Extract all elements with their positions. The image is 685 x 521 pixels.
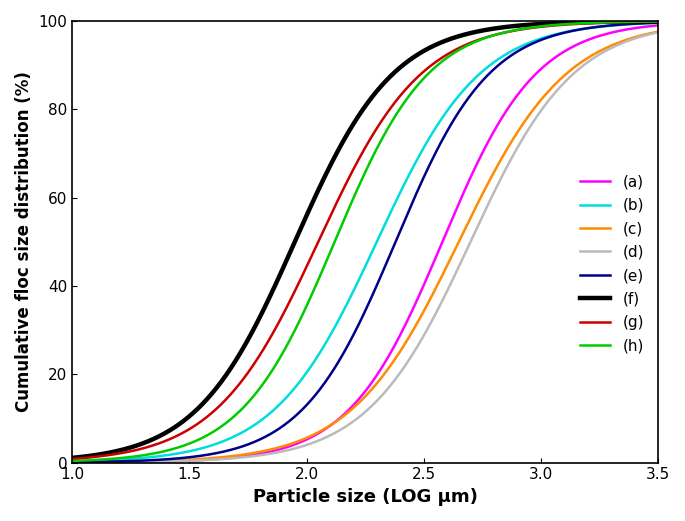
- (e): [68, 459, 77, 465]
- (b): [525, 40, 533, 46]
- (d): [536, 109, 544, 116]
- (d): [525, 126, 533, 132]
- (h): [525, 24, 533, 31]
- (d): [128, 459, 136, 465]
- (b): [326, 332, 334, 339]
- (d): [305, 441, 313, 447]
- (g): [305, 258, 313, 265]
- (c): [653, 29, 662, 35]
- (a): [653, 22, 662, 29]
- (e): [471, 87, 479, 93]
- (g): [128, 448, 136, 454]
- (e): [326, 371, 334, 378]
- (c): [68, 459, 77, 465]
- (d): [326, 432, 334, 439]
- (e): [305, 399, 313, 405]
- (d): [471, 230, 479, 237]
- (f): [68, 455, 77, 461]
- (f): [653, 18, 662, 24]
- (c): [305, 433, 313, 440]
- (b): [128, 456, 136, 462]
- (b): [471, 76, 479, 82]
- Line: (d): (d): [73, 32, 658, 463]
- (c): [128, 458, 136, 465]
- (c): [525, 113, 533, 119]
- (g): [653, 18, 662, 24]
- (c): [326, 423, 334, 429]
- (a): [68, 460, 77, 466]
- Line: (b): (b): [73, 23, 658, 462]
- (c): [536, 98, 544, 105]
- (a): [525, 78, 533, 84]
- (e): [653, 19, 662, 26]
- (b): [536, 36, 544, 42]
- Y-axis label: Cumulative floc size distribution (%): Cumulative floc size distribution (%): [15, 71, 33, 412]
- (g): [525, 25, 533, 31]
- (g): [68, 456, 77, 462]
- Line: (f): (f): [73, 21, 658, 458]
- (f): [471, 29, 479, 35]
- (f): [525, 22, 533, 28]
- X-axis label: Particle size (LOG μm): Particle size (LOG μm): [253, 488, 477, 506]
- (d): [653, 29, 662, 35]
- Line: (e): (e): [73, 22, 658, 462]
- (b): [305, 366, 313, 372]
- (c): [471, 207, 479, 213]
- (f): [128, 444, 136, 450]
- (g): [471, 38, 479, 44]
- (a): [326, 423, 334, 429]
- (a): [536, 67, 544, 73]
- (a): [471, 166, 479, 172]
- (h): [326, 249, 334, 255]
- (b): [68, 458, 77, 465]
- (e): [536, 38, 544, 44]
- (g): [536, 24, 544, 30]
- (f): [326, 163, 334, 169]
- (h): [68, 458, 77, 464]
- (h): [536, 23, 544, 30]
- Line: (a): (a): [73, 26, 658, 463]
- (a): [128, 459, 136, 465]
- (f): [305, 207, 313, 213]
- (e): [128, 458, 136, 464]
- (d): [68, 460, 77, 466]
- (g): [326, 213, 334, 219]
- Line: (g): (g): [73, 21, 658, 459]
- Line: (c): (c): [73, 32, 658, 462]
- (h): [471, 39, 479, 45]
- (e): [525, 42, 533, 48]
- (b): [653, 20, 662, 26]
- Legend: (a), (b), (c), (d), (e), (f), (g), (h): (a), (b), (c), (d), (e), (f), (g), (h): [574, 168, 650, 359]
- Line: (h): (h): [73, 21, 658, 461]
- (f): [536, 21, 544, 27]
- (h): [653, 18, 662, 24]
- (h): [128, 454, 136, 460]
- (h): [305, 297, 313, 304]
- (a): [305, 435, 313, 441]
